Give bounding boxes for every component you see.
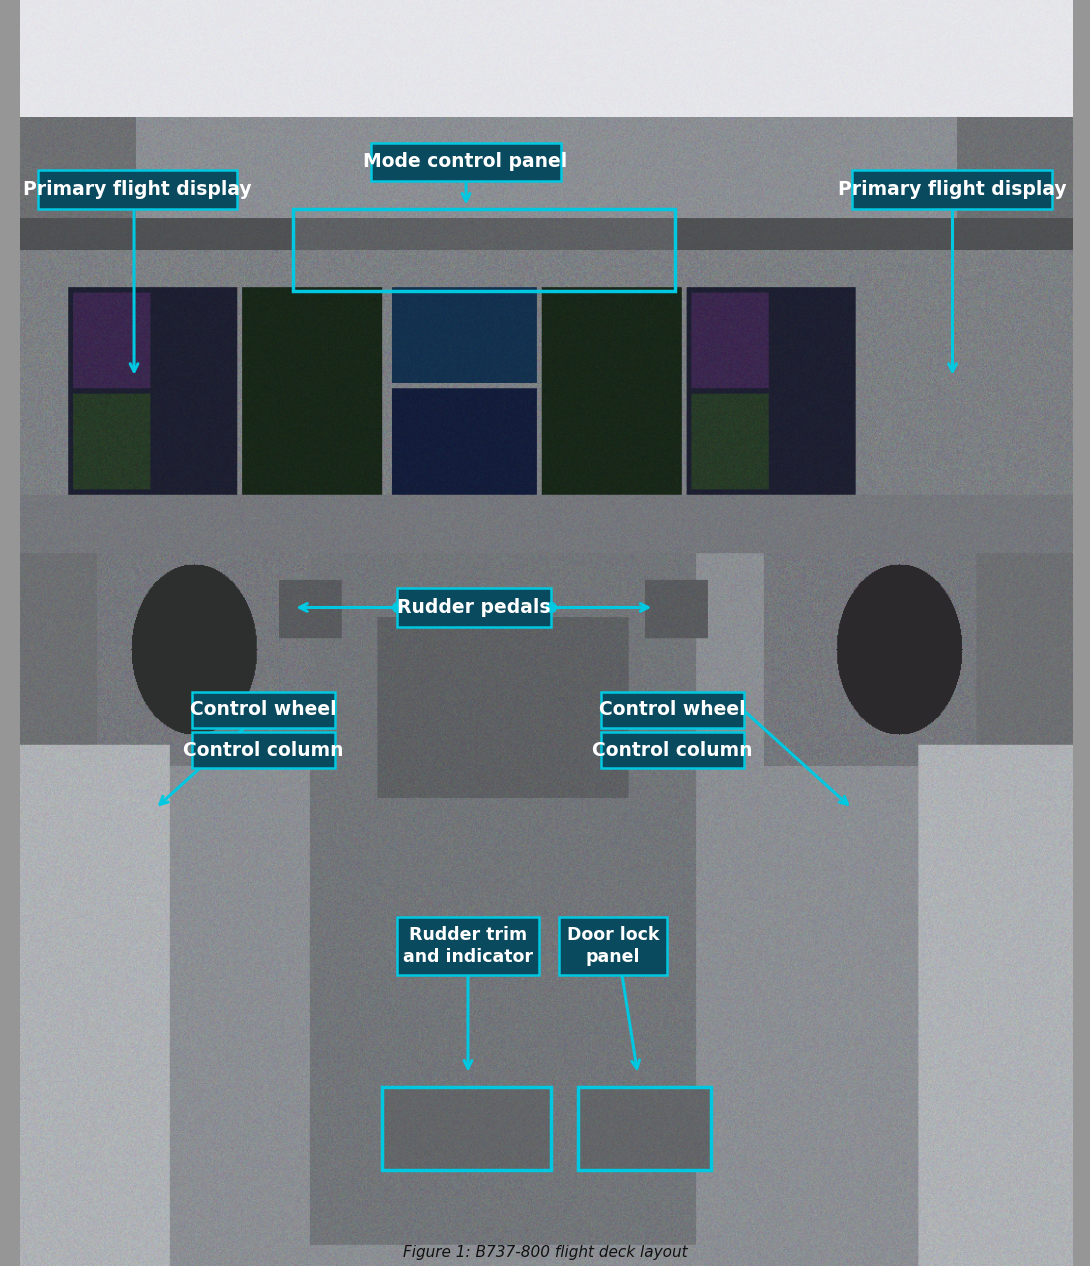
Text: Control column: Control column	[183, 741, 343, 760]
Text: Door lock
panel: Door lock panel	[567, 925, 659, 966]
FancyBboxPatch shape	[37, 170, 238, 209]
FancyBboxPatch shape	[192, 732, 335, 768]
Text: Rudder pedals: Rudder pedals	[397, 598, 550, 617]
FancyBboxPatch shape	[371, 143, 560, 181]
Text: Control wheel: Control wheel	[190, 700, 337, 719]
FancyBboxPatch shape	[192, 691, 335, 728]
Text: Rudder trim
and indicator: Rudder trim and indicator	[403, 925, 533, 966]
FancyBboxPatch shape	[559, 917, 667, 975]
Text: Control wheel: Control wheel	[600, 700, 746, 719]
Bar	[578, 1087, 711, 1170]
FancyBboxPatch shape	[602, 691, 744, 728]
Text: Mode control panel: Mode control panel	[363, 152, 568, 171]
Text: Primary flight display: Primary flight display	[23, 180, 252, 199]
Bar	[293, 209, 675, 291]
Bar	[383, 1087, 550, 1170]
FancyBboxPatch shape	[397, 917, 540, 975]
FancyBboxPatch shape	[852, 170, 1052, 209]
Text: Control column: Control column	[592, 741, 753, 760]
FancyBboxPatch shape	[602, 732, 744, 768]
Text: Primary flight display: Primary flight display	[838, 180, 1066, 199]
Text: Figure 1: B737-800 flight deck layout: Figure 1: B737-800 flight deck layout	[402, 1244, 688, 1260]
FancyBboxPatch shape	[397, 589, 550, 627]
